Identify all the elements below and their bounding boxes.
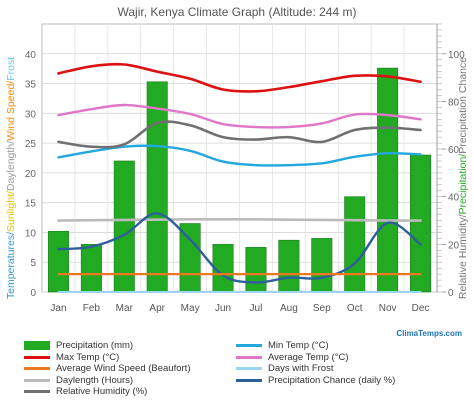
climate-chart: Wajir, Kenya Climate Graph (Altitude: 24… [5,5,469,314]
line-relative-humidity [57,120,422,149]
y-tick-label-right: 80 [448,97,460,108]
precipitation-bar [47,230,69,293]
legend-swatch [236,367,262,370]
y-tick-label-left: 15 [25,199,37,210]
axis-label-part: Relative Humidity/ [457,214,469,299]
legend-label: Precipitation Chance (daily %) [268,374,396,386]
legend-swatch [24,390,50,393]
legend-label: Max Temp (°C) [56,351,120,363]
legend-label: Daylength (Hours) [56,374,134,386]
axis-label-part: Frost [5,57,17,81]
x-tick-label: Nov [379,303,397,314]
y-tick-label-right: 40 [448,193,460,204]
y-tick-label-left: 5 [30,258,36,269]
y-tick-label-left: 20 [25,169,37,180]
precipitation-bar [278,239,300,293]
legend-label: Average Wind Speed (Beaufort) [56,363,191,374]
x-tick-label: Sep [313,303,331,314]
series-lines [57,62,422,293]
legend-label: Days with Frost [268,363,334,374]
precipitation-bar [344,196,366,293]
axis-label-part: Precipitation/ [457,154,469,215]
line-daylength-hours [57,218,422,222]
axes: 0 5 10 15 20 25 30 35 40 Jan Feb Mar Apr May Jun Jul Aug… [25,23,465,314]
precipitation-bar [80,244,102,293]
legend-swatch [24,378,50,382]
precipitation-bar [113,160,135,293]
axis-label-part: Sunlight/ [5,191,17,232]
axis-label-part: Precipitation Chance [457,57,469,154]
legend-swatch [24,355,50,359]
precipitation-bar [377,67,399,293]
x-tick-label: Mar [116,303,134,314]
legend-swatch [24,367,50,370]
legend-label: Average Temp (°C) [268,351,349,363]
x-tick-label: Apr [149,303,165,314]
legend-swatch [236,344,262,347]
y-axis-label-right: Relative Humidity/Precipitation/Precipit… [457,57,469,299]
legend-swatch [236,378,262,382]
axis-label-part: Wind Speed/ [5,81,17,141]
x-tick-label: May [181,303,200,314]
line-max-temp-c [57,62,422,93]
precipitation-bars [47,67,432,293]
line-precipitation-chance-daily [57,212,422,284]
y-tick-label-right: 20 [448,240,460,251]
legend-label: Precipitation (mm) [56,340,134,351]
x-tick-label: Jul [250,303,263,314]
y-tick-label-left: 25 [25,139,37,150]
line-min-temp-c [57,144,422,167]
y-tick-label-right: 0 [448,288,454,299]
y-tick-label-left: 10 [25,228,37,239]
x-tick-label: Jan [50,303,66,314]
x-tick-label: Dec [412,303,430,314]
legend-swatch [236,355,262,359]
legend-swatch [24,341,50,350]
x-tick-label: Jun [215,303,231,314]
axis-label-part: Temperatures/ [5,232,17,299]
precipitation-bar [245,247,267,293]
y-tick-label-right: 60 [448,145,460,156]
chart-title: Wajir, Kenya Climate Graph (Altitude: 24… [118,5,357,19]
y-tick-label-left: 40 [25,50,37,61]
y-axis-label-left: Temperatures/Sunlight/Daylength/Wind Spe… [5,57,17,299]
legend-label: Relative Humidity (%) [56,386,148,397]
brand-logo: ClimaTemps.com [396,329,462,338]
y-tick-label-left: 0 [30,288,36,299]
precipitation-bar [311,238,333,293]
precipitation-bar [410,154,432,293]
y-tick-label-right: 100 [448,50,465,61]
y-tick-label-left: 35 [25,80,37,91]
x-tick-label: Feb [83,303,101,314]
x-tick-label: Oct [347,303,363,314]
y-tick-label-left: 30 [25,109,37,120]
line-average-temp-c [57,103,422,129]
legend-label: Min Temp (°C) [268,340,329,351]
x-tick-label: Aug [280,303,298,314]
axis-label-part: Daylength/ [5,141,17,191]
precipitation-bar [146,81,168,293]
